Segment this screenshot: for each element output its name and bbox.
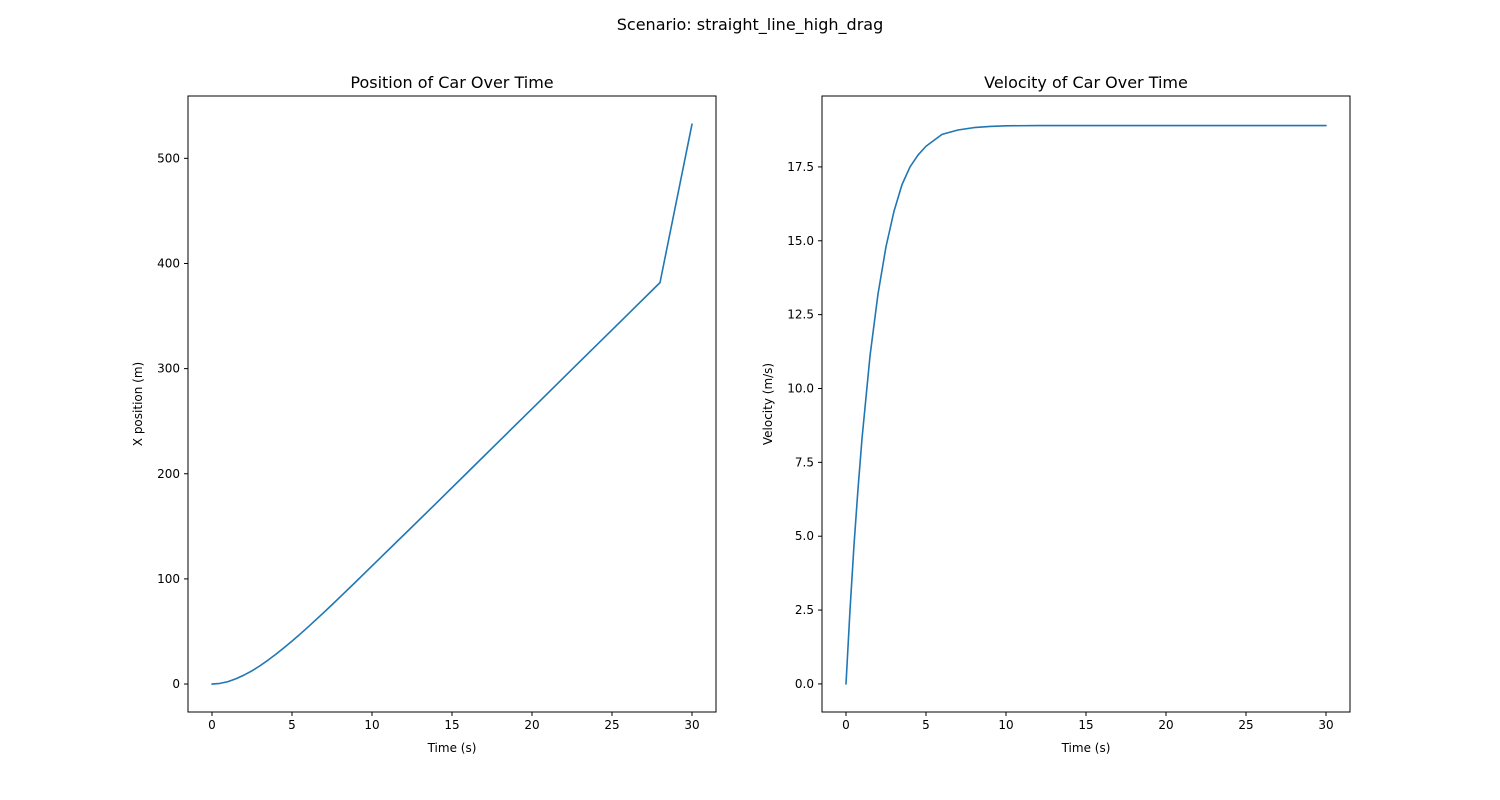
velocity-x-tick-label: 15	[1078, 718, 1093, 732]
position-x-tick-label: 15	[444, 718, 459, 732]
velocity-chart: 0 5 10 15 20 25 30 0.0 2.5 5.0 7.5 10.0 12.5 15.0 17.5…	[761, 73, 1351, 755]
velocity-y-tick-label: 12.5	[787, 308, 814, 322]
position-x-tick-label: 0	[208, 718, 216, 732]
velocity-y-axis-label: Velocity (m/s)	[761, 363, 775, 445]
velocity-x-tick-label: 0	[842, 718, 850, 732]
position-y-tick-label: 500	[157, 151, 180, 165]
velocity-series-line-0	[845, 124, 1327, 685]
velocity-chart-title: Velocity of Car Over Time	[984, 73, 1188, 92]
velocity-x-tick-label: 10	[998, 718, 1013, 732]
position-x-tick-label: 20	[524, 718, 539, 732]
velocity-y-tick-label: 2.5	[795, 603, 814, 617]
position-x-axis-label: Time (s)	[427, 741, 477, 755]
velocity-x-tick-label: 20	[1158, 718, 1173, 732]
velocity-y-tick-label: 15.0	[787, 234, 814, 248]
velocity-y-tick-label: 7.5	[795, 455, 814, 469]
velocity-x-tick-label: 30	[1318, 718, 1333, 732]
position-y-axis-label: X position (m)	[131, 362, 145, 446]
position-y-tick-label: 400	[157, 256, 180, 270]
position-y-tick-label: 200	[157, 467, 180, 481]
position-y-tick-label: 0	[172, 677, 180, 691]
velocity-x-tick-label: 25	[1238, 718, 1253, 732]
position-x-tick-label: 30	[684, 718, 699, 732]
velocity-y-tick-label: 5.0	[795, 529, 814, 543]
velocity-y-tick-label: 10.0	[787, 381, 814, 395]
position-x-tick-label: 10	[364, 718, 379, 732]
velocity-x-axis-label: Time (s)	[1061, 741, 1111, 755]
position-series-line-0	[211, 123, 693, 685]
velocity-y-tick-label: 17.5	[787, 160, 814, 174]
velocity-x-tick-label: 5	[922, 718, 930, 732]
position-x-tick-label: 5	[288, 718, 296, 732]
figure-suptitle: Scenario: straight_line_high_drag	[617, 15, 884, 35]
position-chart-title: Position of Car Over Time	[350, 73, 553, 92]
velocity-y-tick-label: 0.0	[795, 677, 814, 691]
position-x-tick-label: 25	[604, 718, 619, 732]
position-y-tick-label: 100	[157, 572, 180, 586]
position-y-tick-label: 300	[157, 362, 180, 376]
